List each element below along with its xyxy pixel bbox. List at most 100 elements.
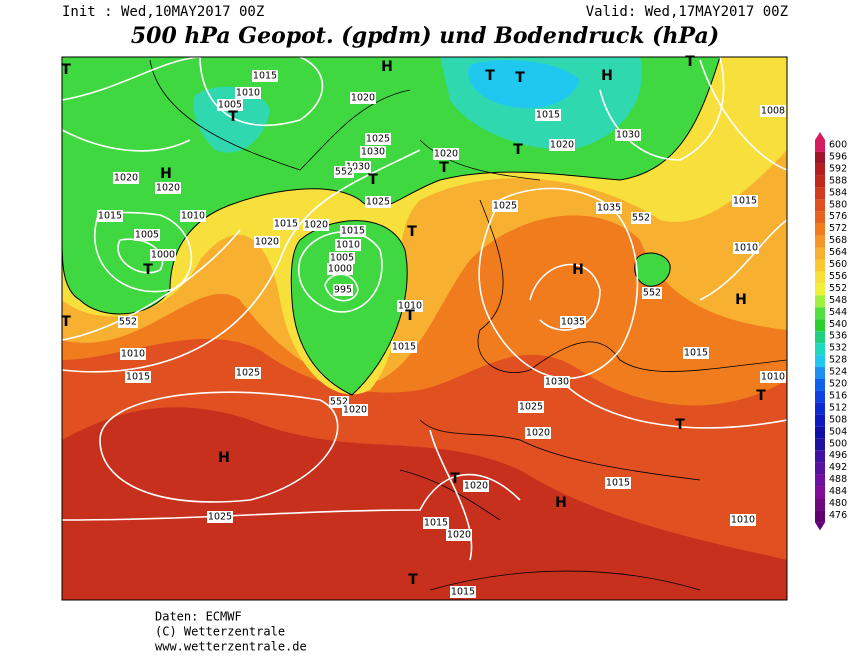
isobar-label: 1015 bbox=[341, 226, 365, 237]
isobar-label: 1035 bbox=[561, 317, 585, 328]
legend-swatch bbox=[815, 223, 825, 236]
isobar-label: 1010 bbox=[236, 88, 260, 99]
legend-label: 540 bbox=[829, 319, 847, 330]
isobar-label-box bbox=[303, 219, 329, 231]
legend-label: 508 bbox=[829, 414, 847, 425]
isobar-label: 1008 bbox=[761, 106, 785, 117]
isobar-label-box bbox=[397, 300, 423, 312]
legend-swatch bbox=[815, 402, 825, 415]
isobar-label: 1015 bbox=[98, 211, 122, 222]
legend-swatch bbox=[815, 235, 825, 248]
map bbox=[62, 57, 787, 600]
isobar-label: 1020 bbox=[304, 220, 328, 231]
isobar-label-box bbox=[150, 249, 176, 261]
isobar-label: 1020 bbox=[550, 140, 574, 151]
legend-label: 500 bbox=[829, 438, 847, 449]
footer-line: Daten: ECMWF bbox=[155, 610, 242, 624]
isobar-label: 1015 bbox=[606, 478, 630, 489]
isobar-label-box bbox=[549, 139, 575, 151]
isobar-label-box bbox=[596, 202, 622, 214]
isobar-label-box bbox=[120, 348, 146, 360]
legend-swatch bbox=[815, 331, 825, 344]
isobar-label-box bbox=[207, 511, 233, 523]
isobar-label: 1020 bbox=[464, 481, 488, 492]
isobar-label: 1020 bbox=[343, 405, 367, 416]
isobar-label-box bbox=[463, 480, 489, 492]
footer-line: (C) Wetterzentrale bbox=[155, 625, 285, 639]
isobar-label-box bbox=[733, 242, 759, 254]
color-legend: 6005965925885845805765725685645605565525… bbox=[815, 132, 847, 531]
legend-swatch bbox=[815, 450, 825, 463]
legend-swatch bbox=[815, 510, 825, 523]
legend-swatch bbox=[815, 140, 825, 152]
legend-label: 488 bbox=[829, 474, 847, 485]
isobar-label-box bbox=[760, 105, 786, 117]
legend-swatch bbox=[815, 414, 825, 427]
isobar-label: 1020 bbox=[255, 237, 279, 248]
isobar-label: 1010 bbox=[734, 243, 758, 254]
isobar-label-box bbox=[683, 347, 709, 359]
isobar-label: 552 bbox=[330, 397, 348, 408]
isobar-label-box bbox=[391, 341, 417, 353]
legend-label: 584 bbox=[829, 187, 847, 198]
legend-swatch bbox=[815, 462, 825, 475]
isobar-label-box bbox=[360, 146, 386, 158]
isobar-label-box bbox=[125, 371, 151, 383]
isobar-label-box bbox=[334, 166, 354, 178]
legend-label: 516 bbox=[829, 390, 847, 401]
map-title: 500 hPa Geopot. (gpdm) und Bodendruck (h… bbox=[131, 23, 719, 49]
legend-label: 560 bbox=[829, 259, 847, 270]
isobar-label-box bbox=[329, 252, 355, 264]
isobar-label: 1025 bbox=[366, 134, 390, 145]
legend-label: 520 bbox=[829, 379, 847, 390]
legend-label: 496 bbox=[829, 450, 847, 461]
isobar-label-box bbox=[340, 225, 366, 237]
isobar-label-box bbox=[492, 200, 518, 212]
pressure-center: H bbox=[572, 262, 584, 278]
pressure-center: T bbox=[485, 68, 495, 84]
isobar-label: 1005 bbox=[330, 253, 354, 264]
isobar-label: 1030 bbox=[545, 377, 569, 388]
legend-swatch bbox=[815, 175, 825, 188]
legend-swatch bbox=[815, 486, 825, 499]
isobar-label: 1015 bbox=[536, 110, 560, 121]
legend-label: 492 bbox=[829, 462, 847, 473]
isobar-label: 552 bbox=[335, 167, 353, 178]
isobar-label-box bbox=[446, 529, 472, 541]
init-time: Init : Wed,10MAY2017 00Z bbox=[62, 4, 264, 20]
legend-label: 548 bbox=[829, 295, 847, 306]
isobar-label-box bbox=[327, 263, 353, 275]
legend-label: 552 bbox=[829, 283, 847, 294]
isobar-label: 1005 bbox=[218, 100, 242, 111]
legend-swatch bbox=[815, 187, 825, 200]
pressure-center: T bbox=[368, 172, 378, 188]
legend-label: 596 bbox=[829, 151, 847, 162]
isobar-label-box bbox=[118, 316, 138, 328]
isobar-label-box bbox=[342, 404, 368, 416]
isobar-label: 552 bbox=[643, 288, 661, 299]
isobar-label: 1010 bbox=[336, 240, 360, 251]
pressure-center: H bbox=[735, 292, 747, 308]
legend-swatch bbox=[815, 379, 825, 391]
isobar-label-box bbox=[273, 218, 299, 230]
isobar-label-box bbox=[615, 129, 641, 141]
isobar-label: 1025 bbox=[208, 512, 232, 523]
pressure-center: T bbox=[61, 62, 71, 78]
legend-arrow bbox=[815, 132, 825, 140]
legend-swatch bbox=[815, 283, 825, 296]
isobar-label-box bbox=[544, 376, 570, 388]
legend-label: 580 bbox=[829, 199, 847, 210]
isobar-label: 1010 bbox=[181, 211, 205, 222]
pressure-center: T bbox=[405, 308, 415, 324]
pressure-center: T bbox=[515, 70, 525, 86]
legend-swatch bbox=[815, 474, 825, 487]
pressure-center: T bbox=[408, 572, 418, 588]
isobar-label-box bbox=[525, 427, 551, 439]
legend-label: 476 bbox=[829, 510, 847, 521]
pressure-center: T bbox=[143, 262, 153, 278]
isobar-label: 1020 bbox=[526, 428, 550, 439]
isobar-label-box bbox=[335, 239, 361, 251]
legend-swatch bbox=[815, 343, 825, 356]
